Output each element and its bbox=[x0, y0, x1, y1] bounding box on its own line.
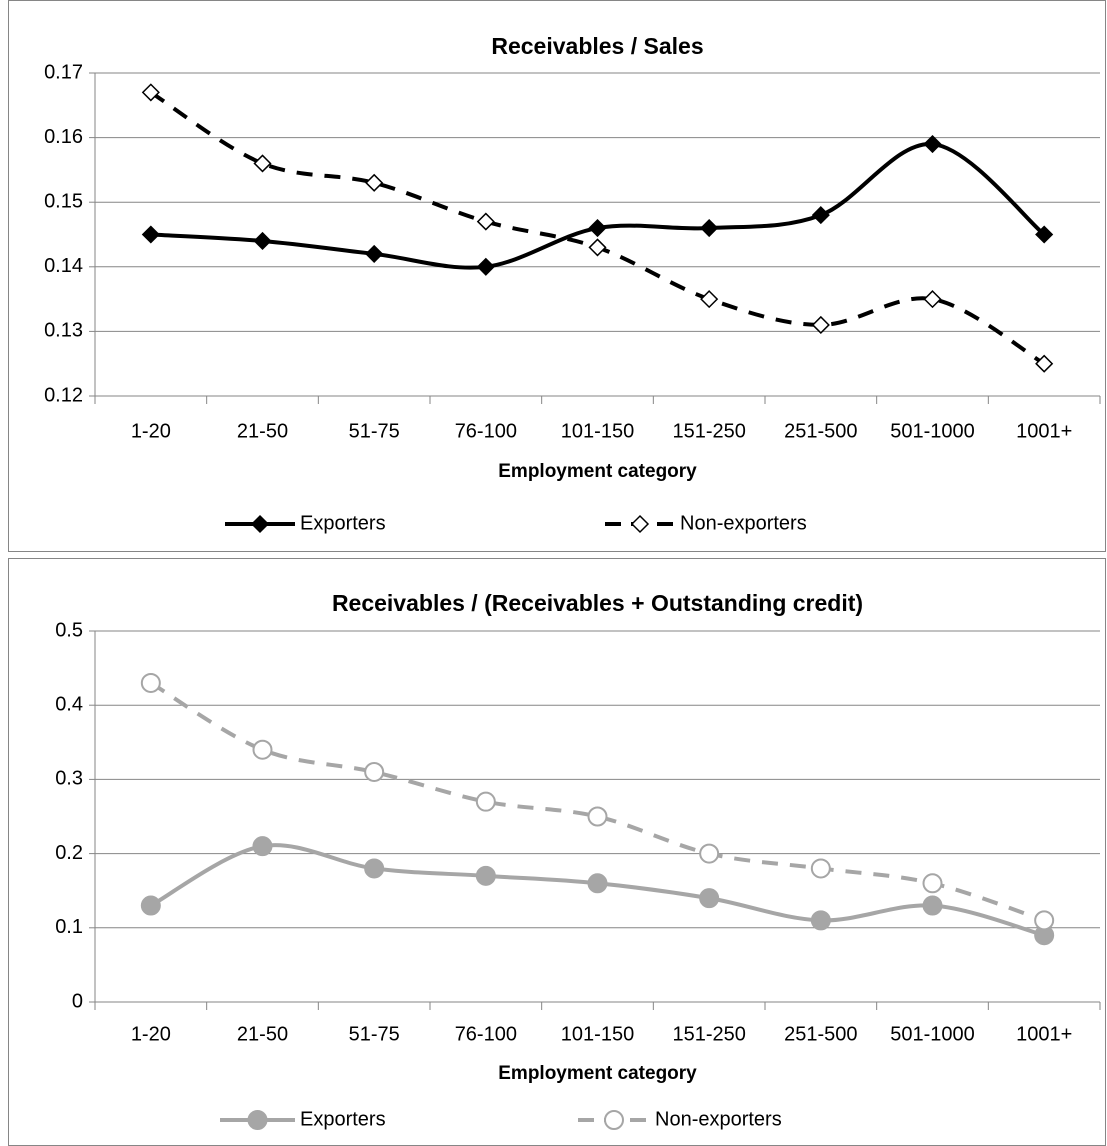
marker bbox=[922, 873, 943, 894]
y-tick-label: 0.13 bbox=[44, 320, 83, 342]
x-tick-label: 51-75 bbox=[349, 1023, 400, 1045]
marker bbox=[700, 290, 719, 309]
marker bbox=[141, 225, 160, 244]
marker bbox=[476, 212, 495, 231]
marker bbox=[364, 761, 385, 782]
x-tick-label: 76-100 bbox=[455, 1023, 517, 1045]
marker bbox=[811, 206, 830, 225]
marker bbox=[247, 1110, 268, 1130]
marker bbox=[252, 836, 273, 857]
marker bbox=[588, 238, 607, 257]
x-tick-label: 1001+ bbox=[1016, 420, 1072, 442]
marker bbox=[475, 791, 496, 812]
marker bbox=[810, 910, 831, 931]
y-tick-label: 0.5 bbox=[55, 619, 83, 641]
y-tick-label: 0.15 bbox=[44, 190, 83, 212]
marker bbox=[587, 806, 608, 827]
marker bbox=[923, 134, 942, 154]
marker bbox=[588, 218, 607, 238]
marker bbox=[630, 514, 650, 534]
marker bbox=[476, 257, 495, 276]
x-tick-label: 21-50 bbox=[237, 420, 288, 442]
chart-title: Receivables / Sales bbox=[491, 33, 703, 59]
marker bbox=[923, 290, 942, 309]
x-tick-label: 1001+ bbox=[1016, 1023, 1072, 1045]
marker bbox=[699, 888, 720, 909]
x-tick-label: 1-20 bbox=[131, 420, 171, 442]
x-tick-label: 151-250 bbox=[672, 1023, 745, 1045]
x-tick-label: 101-150 bbox=[561, 1023, 634, 1045]
marker bbox=[1034, 910, 1055, 931]
y-tick-label: 0.4 bbox=[55, 693, 83, 715]
legend-label: Exporters bbox=[300, 512, 386, 534]
x-tick-label: 501-1000 bbox=[890, 420, 975, 442]
marker bbox=[811, 315, 830, 335]
legend-label: Non-exporters bbox=[680, 512, 807, 534]
x-tick-label: 251-500 bbox=[784, 1023, 857, 1045]
marker bbox=[1035, 225, 1054, 244]
x-axis-title: Employment category bbox=[498, 461, 697, 482]
marker bbox=[141, 83, 160, 102]
y-tick-label: 0.12 bbox=[44, 384, 83, 406]
marker bbox=[364, 858, 385, 879]
legend-label: Exporters bbox=[300, 1108, 386, 1130]
chart-frame bbox=[8, 558, 1106, 1146]
marker bbox=[365, 173, 384, 192]
marker bbox=[699, 843, 720, 864]
legend-label: Non-exporters bbox=[655, 1108, 782, 1130]
marker bbox=[140, 672, 161, 693]
marker bbox=[140, 895, 161, 916]
x-tick-label: 76-100 bbox=[455, 420, 517, 442]
marker bbox=[475, 865, 496, 886]
y-tick-label: 0.3 bbox=[55, 768, 83, 790]
x-tick-label: 51-75 bbox=[349, 420, 400, 442]
marker bbox=[252, 739, 273, 760]
x-tick-label: 151-250 bbox=[672, 420, 745, 442]
marker bbox=[700, 218, 719, 238]
x-tick-label: 101-150 bbox=[561, 420, 634, 442]
y-tick-label: 0 bbox=[72, 990, 83, 1012]
y-tick-label: 0.1 bbox=[55, 916, 83, 938]
marker bbox=[810, 858, 831, 879]
chart-frame bbox=[8, 0, 1106, 552]
marker bbox=[922, 895, 943, 916]
marker bbox=[604, 1110, 624, 1130]
y-tick-label: 0.2 bbox=[55, 842, 83, 864]
y-tick-label: 0.16 bbox=[44, 126, 83, 148]
chart-title: Receivables / (Receivables + Outstanding… bbox=[332, 590, 863, 616]
y-tick-label: 0.17 bbox=[44, 61, 83, 83]
marker bbox=[253, 154, 272, 173]
x-tick-label: 501-1000 bbox=[890, 1023, 975, 1045]
x-tick-label: 251-500 bbox=[784, 420, 857, 442]
marker bbox=[253, 231, 272, 251]
y-tick-label: 0.14 bbox=[44, 255, 83, 277]
x-axis-title: Employment category bbox=[498, 1063, 697, 1084]
x-tick-label: 21-50 bbox=[237, 1023, 288, 1045]
marker bbox=[1035, 354, 1054, 373]
marker bbox=[587, 873, 608, 894]
marker bbox=[365, 244, 384, 263]
x-tick-label: 1-20 bbox=[131, 1023, 171, 1045]
marker bbox=[250, 514, 270, 534]
